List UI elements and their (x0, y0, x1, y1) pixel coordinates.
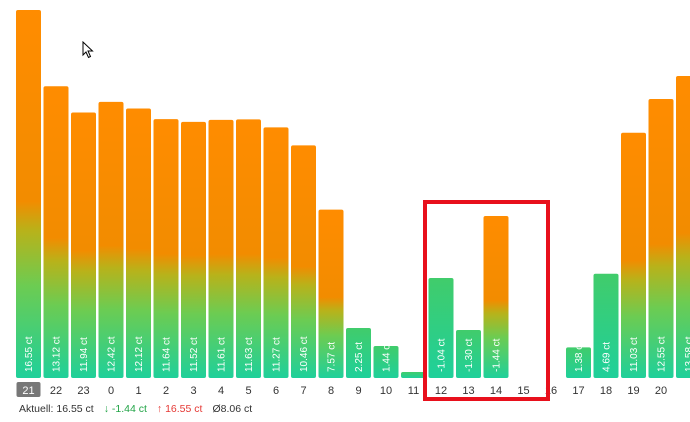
bar-value-label: 13.12 ct (52, 336, 63, 372)
x-tick-7: 7 (300, 385, 306, 397)
bar-7[interactable] (291, 145, 316, 378)
min-price: ↓ -1.44 ct (103, 403, 147, 415)
x-tick-12: 12 (435, 385, 447, 397)
bar-6[interactable] (263, 127, 289, 378)
x-tick-11: 11 (408, 385, 419, 397)
bar-2[interactable] (153, 119, 179, 379)
bar-value-label: 13.58 ct (684, 336, 690, 372)
x-tick-1: 1 (135, 385, 141, 397)
x-tick-8: 8 (328, 385, 334, 397)
bar-value-label: 11.63 ct (244, 337, 255, 372)
bar-value-label: 12.42 ct (107, 336, 118, 372)
bar-value-label: -1.44 ct (492, 338, 503, 372)
bar-value-label: 11.52 ct (189, 337, 200, 372)
bar-value-label: 11.61 ct (217, 337, 228, 372)
bar-5[interactable] (236, 119, 261, 378)
x-tick-23: 23 (77, 385, 89, 397)
bar-14[interactable] (483, 216, 509, 378)
bar-value-label: 16.55 ct (24, 336, 35, 372)
bar-value-label: 11.03 ct (629, 337, 640, 372)
bar-value-label: -1.30 ct (464, 338, 475, 372)
bar-22[interactable] (43, 86, 69, 378)
bar-10[interactable] (373, 345, 399, 378)
x-tick-10: 10 (380, 385, 392, 397)
x-tick-15: 15 (517, 385, 529, 397)
bar-8[interactable] (318, 209, 344, 378)
bar-value-label: 1.38 ct (574, 342, 585, 372)
current-hour-marker (16, 382, 41, 397)
bar-value-label: 4.69 ct (602, 342, 613, 372)
bar-value-label: 11.64 ct (162, 337, 173, 372)
avg-price: Ø8.06 ct (212, 403, 253, 415)
bar-value-label: 10.46 ct (299, 336, 310, 372)
x-tick-20: 20 (655, 385, 667, 397)
bar-20[interactable] (648, 98, 674, 378)
x-tick-5: 5 (245, 385, 251, 397)
x-tick-4: 4 (218, 385, 224, 397)
x-tick-6: 6 (273, 385, 279, 397)
bar-value-label: 7.57 ct (327, 342, 338, 372)
bar-4[interactable] (208, 119, 234, 378)
bar-value-label: 2.25 ct (354, 342, 365, 372)
x-tick-3: 3 (190, 385, 196, 397)
bar-3[interactable] (181, 121, 206, 379)
price-summary: Aktuell: 16.55 ct ↓ -1.44 ct ↑ 16.55 ct … (19, 403, 252, 415)
bar-value-label: 12.12 ct (134, 336, 145, 372)
x-tick-14: 14 (490, 385, 502, 397)
bar-17[interactable] (566, 347, 591, 378)
bar-21[interactable] (16, 10, 41, 378)
bar-value-label: 11.94 ct (79, 337, 90, 372)
bar-11[interactable] (401, 372, 426, 378)
bar-12[interactable] (428, 278, 454, 378)
x-tick-13: 13 (462, 385, 474, 397)
x-tick-0: 0 (108, 385, 114, 397)
x-tick-2: 2 (163, 385, 169, 397)
bar-18[interactable] (593, 273, 619, 378)
max-price: ↑ 16.55 ct (156, 403, 203, 415)
bar-value-label: 1.44 ct (382, 342, 393, 372)
bar-value-label: -1.04 ct (437, 338, 448, 372)
x-tick-18: 18 (600, 385, 612, 397)
bar-value-label: 12.55 ct (657, 336, 668, 372)
highlight-box (423, 200, 550, 401)
x-tick-21: 21 (22, 385, 34, 397)
x-tick-9: 9 (355, 385, 361, 397)
bar-23[interactable] (71, 112, 96, 378)
x-tick-17: 17 (572, 385, 584, 397)
x-tick-19: 19 (627, 385, 639, 397)
bar-21[interactable] (676, 76, 690, 378)
mouse-cursor-icon (82, 40, 94, 64)
bar-value-label: 11.27 ct (272, 337, 283, 372)
x-tick-22: 22 (50, 385, 62, 397)
bar-0[interactable] (98, 101, 124, 379)
bar-19[interactable] (621, 132, 646, 378)
bar-13[interactable] (456, 330, 481, 378)
current-price: Aktuell: 16.55 ct (19, 403, 94, 415)
bar-1[interactable] (126, 108, 151, 378)
price-bar-chart: 16.55 ct 13.12 ct 11.94 ct 12.42 ct 12.12 ct… (16, 10, 690, 397)
bar-9[interactable] (346, 327, 371, 378)
